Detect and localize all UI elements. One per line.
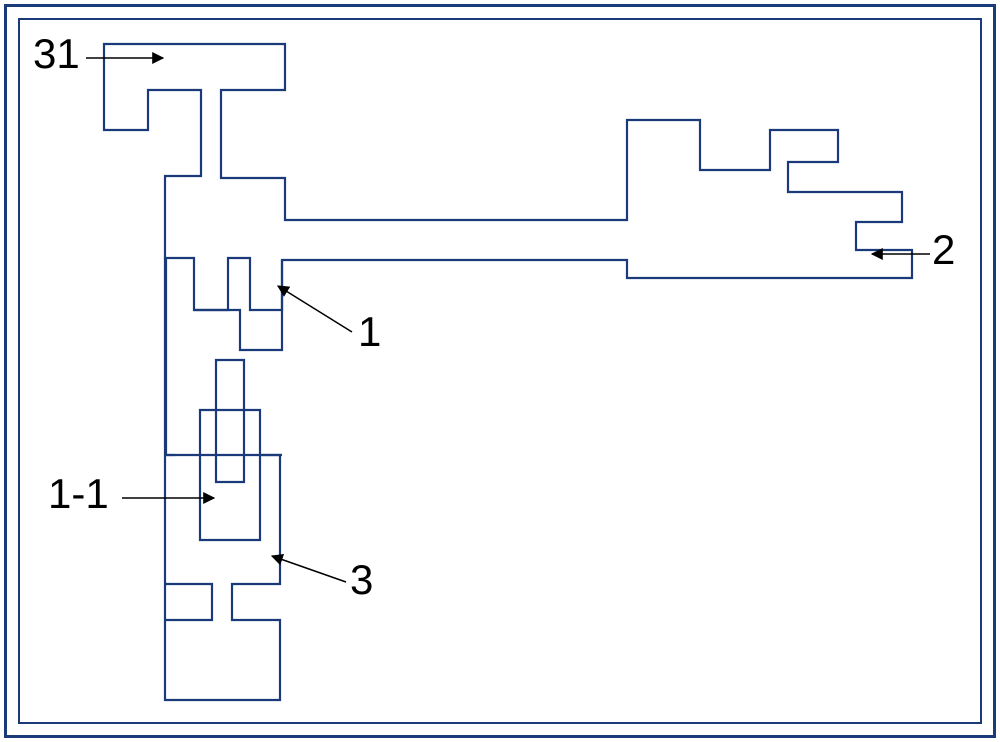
label-1-1: 1-1	[48, 470, 109, 518]
label-2: 2	[932, 226, 955, 274]
label-31: 31	[33, 30, 80, 78]
technical-drawing	[0, 0, 1000, 742]
label-3: 3	[350, 556, 373, 604]
label-1: 1	[358, 308, 381, 356]
